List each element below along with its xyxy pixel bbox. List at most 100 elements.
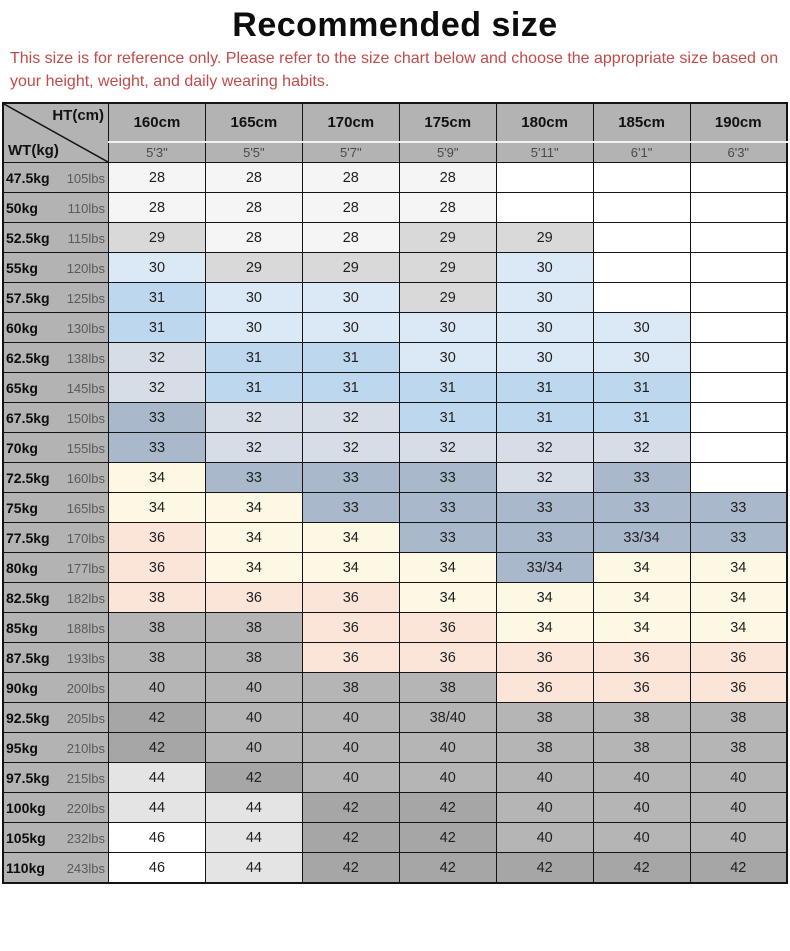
size-cell: 33 <box>592 492 691 524</box>
size-cell <box>592 162 691 194</box>
size-cell: 29 <box>204 252 303 284</box>
size-cell: 38 <box>108 582 206 614</box>
table-row: 65kg 145lbs 32 31 31 31 31 31 <box>2 372 788 404</box>
size-cell: 42 <box>204 762 303 794</box>
row-lbs-label: 188lbs <box>66 620 105 636</box>
size-cell: 34 <box>592 552 691 584</box>
size-cell: 38 <box>108 612 206 644</box>
row-lbs-label: 243lbs <box>66 860 105 876</box>
size-cell: 40 <box>689 792 788 824</box>
row-lbs-label: 115lbs <box>67 230 105 246</box>
size-cell: 40 <box>592 792 691 824</box>
size-cell: 38 <box>204 642 303 674</box>
size-cell: 30 <box>301 282 400 314</box>
row-kg-label: 90kg <box>6 679 38 696</box>
size-cell: 40 <box>592 762 691 794</box>
size-cell: 33 <box>398 462 497 494</box>
row-header: 95kg 210lbs <box>2 732 109 764</box>
size-cell: 33 <box>689 492 788 524</box>
corner-height-label: HT(cm) <box>52 107 104 125</box>
row-lbs-label: 130lbs <box>66 320 105 336</box>
row-lbs-label: 193lbs <box>66 650 105 666</box>
size-cell: 30 <box>398 312 497 344</box>
row-header: 97.5kg 215lbs <box>2 762 109 794</box>
table-row: 70kg 155lbs 33 32 32 32 32 32 <box>2 432 788 464</box>
size-cell: 44 <box>204 792 303 824</box>
row-kg-label: 80kg <box>6 559 38 576</box>
size-cell: 42 <box>398 792 497 824</box>
size-cell: 44 <box>204 852 303 884</box>
size-cell: 36 <box>301 582 400 614</box>
size-cell: 34 <box>398 552 497 584</box>
size-cell: 40 <box>301 732 400 764</box>
size-cell <box>689 282 788 314</box>
size-cell: 32 <box>204 402 303 434</box>
col-header-cm: 175cm <box>398 102 497 143</box>
size-cell: 40 <box>398 762 497 794</box>
table-row: 92.5kg 205lbs 42 40 40 38/40 38 38 38 <box>2 702 788 734</box>
row-header: 50kg 110lbs <box>2 192 109 224</box>
corner-weight-label: WT(kg) <box>8 142 59 160</box>
row-header: 82.5kg 182lbs <box>2 582 109 614</box>
size-cell: 33 <box>108 402 206 434</box>
size-cell: 36 <box>301 642 400 674</box>
diagonal-line-icon <box>4 104 108 162</box>
table-row: 75kg 165lbs 34 34 33 33 33 33 33 <box>2 492 788 524</box>
row-lbs-label: 145lbs <box>66 380 105 396</box>
size-cell: 30 <box>495 342 594 374</box>
size-cell: 40 <box>689 762 788 794</box>
row-lbs-label: 215lbs <box>66 770 105 786</box>
row-kg-label: 52.5kg <box>6 229 50 246</box>
row-header: 55kg 120lbs <box>2 252 109 284</box>
size-cell: 33 <box>495 492 594 524</box>
size-cell: 30 <box>495 312 594 344</box>
size-cell: 33 <box>398 492 497 524</box>
size-cell: 30 <box>495 282 594 314</box>
size-cell: 38 <box>592 732 691 764</box>
size-cell: 34 <box>108 462 206 494</box>
size-cell: 33 <box>301 462 400 494</box>
row-kg-label: 57.5kg <box>6 289 50 306</box>
row-header: 85kg 188lbs <box>2 612 109 644</box>
size-cell: 33 <box>495 522 594 554</box>
table-row: 90kg 200lbs 40 40 38 38 36 36 36 <box>2 672 788 704</box>
size-cell <box>689 252 788 284</box>
row-lbs-label: 125lbs <box>66 290 105 306</box>
col-header-ft: 5'11" <box>495 141 594 164</box>
size-cell: 31 <box>398 372 497 404</box>
row-lbs-label: 177lbs <box>66 560 105 576</box>
size-cell: 34 <box>301 552 400 584</box>
size-cell <box>689 372 788 404</box>
size-cell <box>689 162 788 194</box>
row-kg-label: 67.5kg <box>6 409 50 426</box>
size-cell <box>592 282 691 314</box>
size-cell <box>592 222 691 254</box>
row-kg-label: 110kg <box>6 859 45 876</box>
size-cell: 28 <box>398 192 497 224</box>
size-cell: 42 <box>495 852 594 884</box>
size-cell: 29 <box>301 252 400 284</box>
table-row: 110kg 243lbs 46 44 42 42 42 42 42 <box>2 852 788 884</box>
row-header: 72.5kg 160lbs <box>2 462 109 494</box>
size-cell: 31 <box>301 342 400 374</box>
size-cell: 40 <box>495 792 594 824</box>
size-cell: 36 <box>495 642 594 674</box>
size-cell: 38 <box>689 732 788 764</box>
size-cell: 34 <box>204 552 303 584</box>
table-row: 72.5kg 160lbs 34 33 33 33 32 33 <box>2 462 788 494</box>
size-cell: 34 <box>689 582 788 614</box>
size-cell: 46 <box>108 822 206 854</box>
table-row: 87.5kg 193lbs 38 38 36 36 36 36 36 <box>2 642 788 674</box>
row-kg-label: 72.5kg <box>6 469 50 486</box>
size-cell <box>592 252 691 284</box>
row-kg-label: 75kg <box>6 499 38 516</box>
size-cell: 36 <box>301 612 400 644</box>
table-row: 100kg 220lbs 44 44 42 42 40 40 40 <box>2 792 788 824</box>
size-cell: 28 <box>204 222 303 254</box>
size-cell: 34 <box>689 612 788 644</box>
row-lbs-label: 220lbs <box>66 800 105 816</box>
size-cell <box>689 402 788 434</box>
size-cell: 36 <box>592 672 691 704</box>
size-cell: 28 <box>301 192 400 224</box>
size-cell: 40 <box>689 822 788 854</box>
